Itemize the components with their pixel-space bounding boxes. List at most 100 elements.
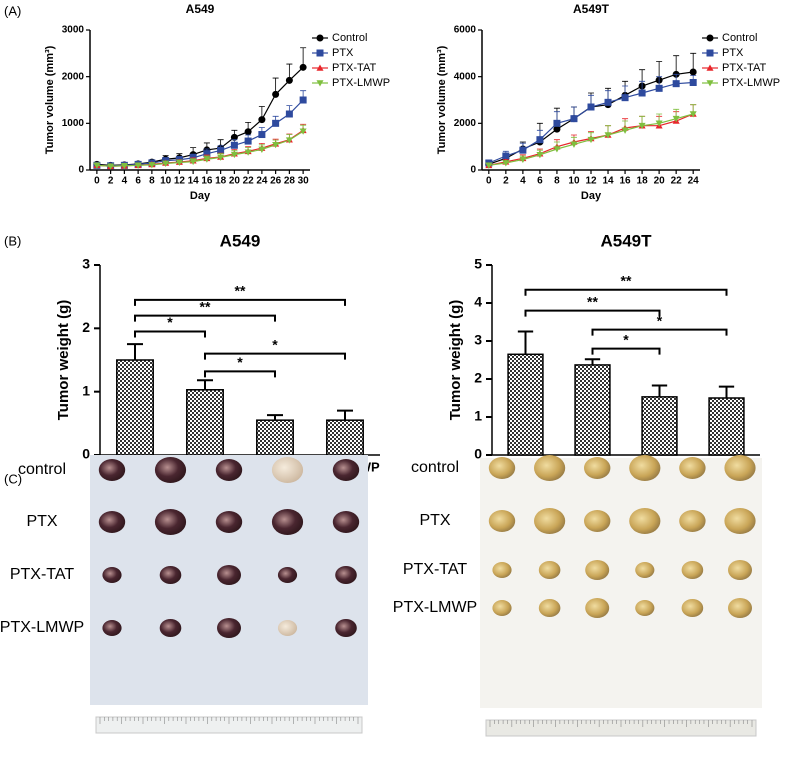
y-tick-label: 1000	[62, 118, 85, 129]
marker	[519, 146, 527, 154]
y-tick-label: 0	[470, 165, 476, 176]
legend-label: PTX	[332, 47, 354, 59]
marker	[244, 128, 252, 136]
marker	[638, 89, 646, 97]
tumor	[538, 561, 561, 579]
error-bar	[266, 414, 284, 421]
y-tick-label: 2	[474, 370, 482, 386]
y-tick-label: 0	[82, 446, 90, 462]
tumor	[102, 567, 122, 583]
significance-label: **	[200, 298, 211, 314]
x-tick-label: 14	[188, 176, 200, 187]
significance-bracket	[591, 328, 728, 336]
series-line	[96, 66, 304, 166]
tumor	[724, 508, 756, 534]
tumor	[102, 620, 122, 636]
y-axis-label: Tumor volume (mm³)	[436, 45, 448, 154]
legend-marker	[316, 34, 324, 42]
marker	[536, 152, 544, 159]
marker	[230, 133, 238, 141]
bar	[116, 359, 154, 456]
tumor	[629, 455, 661, 481]
marker	[587, 103, 595, 111]
significance-bracket	[524, 288, 728, 296]
x-tick-label: 0	[486, 176, 492, 187]
marker	[285, 76, 293, 84]
x-axis-label: Day	[190, 190, 211, 202]
significance-bracket	[204, 352, 346, 360]
marker	[689, 68, 697, 76]
tumor	[159, 566, 182, 584]
tumor	[635, 600, 655, 616]
significance-label: **	[235, 283, 246, 299]
tumor	[635, 562, 655, 578]
tumor	[728, 598, 752, 618]
tumor	[335, 566, 357, 584]
tumor	[629, 508, 661, 534]
marker	[217, 154, 225, 161]
marker	[655, 120, 663, 127]
tumor	[488, 510, 516, 532]
marker	[189, 158, 197, 166]
photo	[480, 458, 762, 708]
marker	[638, 122, 646, 130]
tumor	[538, 599, 561, 617]
row-label: control	[18, 461, 66, 478]
y-axis-label: Tumor weight (g)	[447, 300, 464, 421]
y-tick-label: 2	[82, 319, 90, 335]
x-tick-label: 10	[160, 176, 172, 187]
marker	[536, 136, 544, 144]
y-tick-label: 1	[474, 408, 482, 424]
error-bar	[718, 385, 735, 398]
significance-bracket	[134, 298, 346, 306]
y-tick-label: 4	[474, 294, 482, 310]
marker	[689, 79, 697, 86]
x-tick-label: 6	[135, 176, 141, 187]
marker	[175, 159, 183, 167]
tumor	[217, 618, 241, 638]
marker	[621, 127, 629, 134]
marker	[299, 96, 307, 104]
x-tick-label: 16	[201, 176, 213, 187]
legend-marker	[706, 80, 714, 87]
marker	[689, 111, 697, 118]
x-tick-label: 24	[256, 176, 268, 187]
marker	[285, 110, 293, 118]
marker	[553, 125, 561, 133]
legend-label: Control	[332, 32, 367, 44]
x-tick-label: 4	[122, 176, 128, 187]
row-label: control	[411, 459, 459, 476]
marker	[672, 115, 680, 123]
bar	[326, 419, 364, 456]
bar	[256, 419, 294, 456]
marker	[519, 156, 527, 163]
tumor	[277, 567, 298, 583]
tumor	[217, 565, 241, 585]
tumor	[728, 560, 752, 580]
error-bar	[584, 358, 601, 365]
legend-marker	[316, 49, 324, 57]
x-tick-label: 28	[284, 176, 296, 187]
marker	[230, 151, 238, 159]
tumor	[585, 560, 610, 580]
y-tick-label: 6000	[454, 25, 477, 36]
tumor	[154, 457, 187, 483]
significance-label: **	[587, 293, 598, 309]
tumor	[681, 561, 704, 579]
x-tick-label: 6	[537, 176, 543, 187]
tumor	[488, 457, 516, 479]
bar	[574, 364, 611, 456]
marker	[134, 162, 142, 169]
row-label: PTX-TAT	[403, 561, 468, 578]
tumor	[154, 509, 187, 535]
marker	[203, 156, 211, 163]
marker	[148, 162, 156, 169]
tumor	[585, 598, 610, 618]
legend-marker	[316, 64, 324, 71]
marker	[604, 98, 612, 106]
chart-title: A549T	[573, 2, 610, 16]
legend-marker	[706, 34, 714, 42]
row-label: PTX-LMWP	[0, 619, 84, 636]
marker	[502, 152, 510, 160]
marker	[502, 160, 510, 167]
